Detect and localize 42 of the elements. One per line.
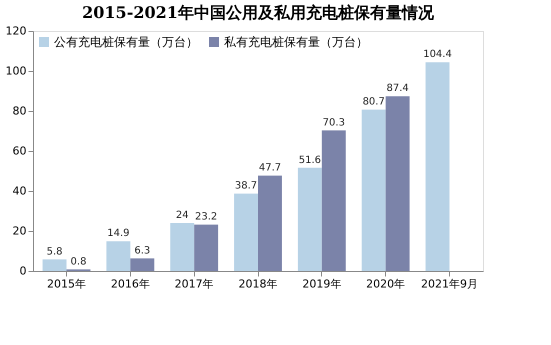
y-tick-label: 20 [12,224,26,238]
bar [258,176,282,271]
y-tick-label: 100 [6,64,26,78]
x-tick-label: 2021年9月 [420,278,478,290]
data-label: 51.6 [298,154,321,166]
x-tick-label: 2016年 [110,278,150,290]
data-label: 14.9 [107,228,130,240]
bar [170,223,194,271]
x-tick-label: 2015年 [47,278,86,290]
data-label: 5.8 [46,246,62,258]
bar [106,241,130,271]
data-label: 47.7 [258,162,282,174]
x-tick-label: 2020年 [366,278,406,290]
bar [298,168,322,271]
data-label: 23.2 [195,212,218,223]
legend-label: 公有充电桩保有量（万台） [54,35,198,49]
legend-label: 私有充电桩保有量（万台） [224,35,368,49]
chart-title: 2015-2021年中国公用及私用充电桩保有量情况 [82,3,435,22]
data-label: 87.4 [386,83,409,94]
bar [322,130,346,271]
x-tick-label: 2017年 [174,278,214,290]
y-tick-label: 60 [12,144,26,158]
y-tick-label: 40 [12,184,26,198]
bar [234,194,258,271]
data-label: 0.8 [70,256,86,268]
data-label: 80.7 [362,96,385,108]
bar [194,224,218,271]
bar [42,259,67,271]
bar [130,258,154,271]
y-tick-label: 0 [20,264,26,278]
data-label: 6.3 [134,245,150,256]
y-tick-label: 120 [6,24,26,38]
bar [426,62,450,271]
y-tick-label: 80 [12,104,26,118]
data-label: 38.7 [234,180,258,192]
bar [386,96,410,271]
bar [362,110,386,271]
data-label: 24 [176,210,189,221]
x-tick-label: 2019年 [302,278,342,290]
x-tick-label: 2018年 [238,278,278,290]
data-label: 70.3 [322,117,345,128]
data-label: 104.4 [423,49,452,60]
